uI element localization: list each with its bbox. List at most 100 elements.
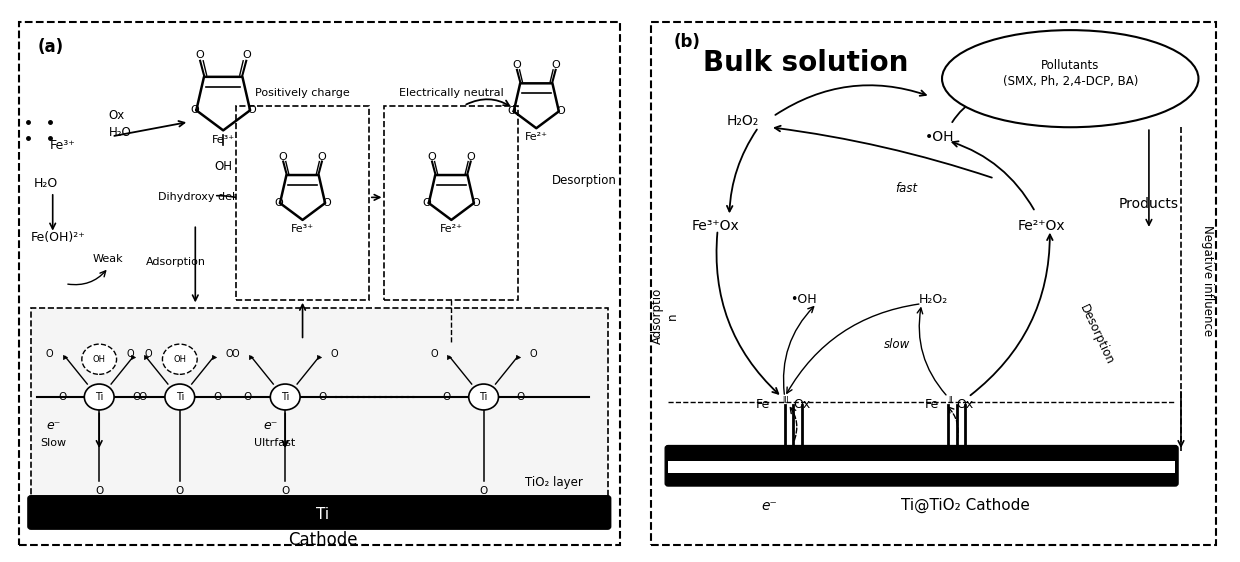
Text: e⁻: e⁻ [263, 419, 278, 432]
Text: O: O [281, 487, 289, 496]
Text: Ox: Ox [956, 398, 973, 411]
Text: Ti@TiO₂ Cathode: Ti@TiO₂ Cathode [901, 497, 1029, 513]
Text: e⁻: e⁻ [761, 499, 777, 513]
Text: O: O [512, 60, 521, 70]
Text: Electrically neutral: Electrically neutral [399, 88, 503, 98]
Text: O: O [176, 487, 184, 496]
Text: O: O [319, 392, 326, 402]
Bar [384, 106, 517, 300]
Text: II: II [947, 396, 952, 405]
Text: O: O [213, 392, 221, 402]
Text: Positively charge: Positively charge [254, 88, 350, 98]
Text: Fe³⁺: Fe³⁺ [291, 224, 314, 234]
Text: O: O [423, 198, 432, 208]
Text: O: O [126, 349, 134, 359]
Text: Fe²⁺: Fe²⁺ [440, 224, 463, 234]
Text: O: O [95, 487, 103, 496]
Text: O: O [317, 152, 326, 162]
Text: Ti: Ti [281, 392, 289, 402]
Text: Desorption: Desorption [552, 174, 616, 187]
Text: H₂O₂: H₂O₂ [919, 293, 947, 306]
Text: O: O [196, 50, 205, 60]
Text: Pollutants
(SMX, Ph, 2,4-DCP, BA): Pollutants (SMX, Ph, 2,4-DCP, BA) [1003, 59, 1138, 88]
Text: O: O [507, 106, 517, 116]
Text: Ti: Ti [316, 506, 329, 522]
Text: •OH: •OH [925, 130, 954, 144]
Text: H₂O: H₂O [109, 126, 131, 139]
Text: slow: slow [884, 338, 910, 351]
Text: O: O [322, 198, 331, 208]
Text: Negative influence: Negative influence [1200, 225, 1214, 337]
Text: O: O [139, 392, 146, 402]
Text: TiO₂ layer: TiO₂ layer [525, 475, 583, 489]
Text: O: O [232, 349, 239, 359]
Text: Fe: Fe [925, 398, 939, 411]
Text: O: O [471, 198, 480, 208]
Text: Products: Products [1118, 197, 1179, 211]
Text: O: O [190, 105, 198, 115]
Text: O: O [274, 198, 283, 208]
Text: Ti: Ti [95, 392, 103, 402]
Text: Ox: Ox [794, 398, 811, 411]
Text: Fe²⁺Ox: Fe²⁺Ox [1018, 219, 1065, 233]
Text: •OH: •OH [791, 293, 817, 306]
Bar [668, 461, 1176, 473]
Text: O: O [428, 152, 436, 162]
Text: O: O [46, 349, 53, 359]
Text: fast: fast [895, 182, 918, 195]
Text: Fe³⁺: Fe³⁺ [50, 139, 76, 152]
Text: Fe³⁺Ox: Fe³⁺Ox [692, 219, 739, 233]
Circle shape [270, 384, 300, 410]
Text: O: O [552, 60, 560, 70]
Text: O: O [466, 152, 475, 162]
Text: O: O [517, 392, 525, 402]
Circle shape [469, 384, 498, 410]
Text: O: O [58, 392, 66, 402]
Text: Dihydroxy dehydration: Dihydroxy dehydration [159, 192, 286, 202]
Text: O: O [133, 392, 140, 402]
Circle shape [165, 384, 195, 410]
Text: Ultrfast: Ultrfast [254, 438, 295, 447]
Text: Ti: Ti [480, 392, 487, 402]
Text: Ox: Ox [109, 109, 125, 122]
Text: O: O [248, 105, 257, 115]
Text: O: O [430, 349, 438, 359]
FancyBboxPatch shape [665, 446, 1178, 486]
Text: H₂O: H₂O [35, 176, 58, 189]
Text: Weak: Weak [93, 254, 124, 264]
Text: OH: OH [93, 355, 105, 364]
Text: O: O [331, 349, 339, 359]
Ellipse shape [942, 30, 1198, 127]
Text: Fe: Fe [755, 398, 770, 411]
Circle shape [84, 384, 114, 410]
Text: Fe(OH)²⁺: Fe(OH)²⁺ [31, 230, 86, 243]
FancyBboxPatch shape [27, 496, 611, 529]
Text: O: O [480, 487, 487, 496]
Text: Fe³⁺: Fe³⁺ [212, 135, 234, 146]
Text: Fe²⁺: Fe²⁺ [525, 133, 548, 142]
Text: O: O [529, 349, 537, 359]
Circle shape [82, 344, 117, 374]
Text: Bulk solution: Bulk solution [703, 49, 909, 77]
Text: (b): (b) [675, 33, 701, 51]
Text: Slow: Slow [40, 438, 67, 447]
Text: Adsorption: Adsorption [146, 257, 206, 267]
Bar [236, 106, 370, 300]
Text: OH: OH [174, 355, 186, 364]
Text: H₂O₂: H₂O₂ [727, 114, 759, 128]
Text: O: O [244, 392, 252, 402]
Text: Desorption: Desorption [1076, 303, 1116, 367]
Text: O: O [279, 152, 288, 162]
Bar [31, 308, 608, 502]
Circle shape [162, 344, 197, 374]
Text: Ti: Ti [176, 392, 184, 402]
Text: Adsorptio
n: Adsorptio n [651, 288, 680, 344]
Text: O: O [556, 106, 565, 116]
Text: O: O [226, 349, 233, 359]
Text: O: O [145, 349, 153, 359]
Text: Cathode: Cathode [288, 531, 357, 549]
Text: OH: OH [215, 160, 232, 173]
Text: (a): (a) [37, 38, 63, 56]
Text: e⁻: e⁻ [47, 419, 61, 432]
Text: O: O [443, 392, 450, 402]
